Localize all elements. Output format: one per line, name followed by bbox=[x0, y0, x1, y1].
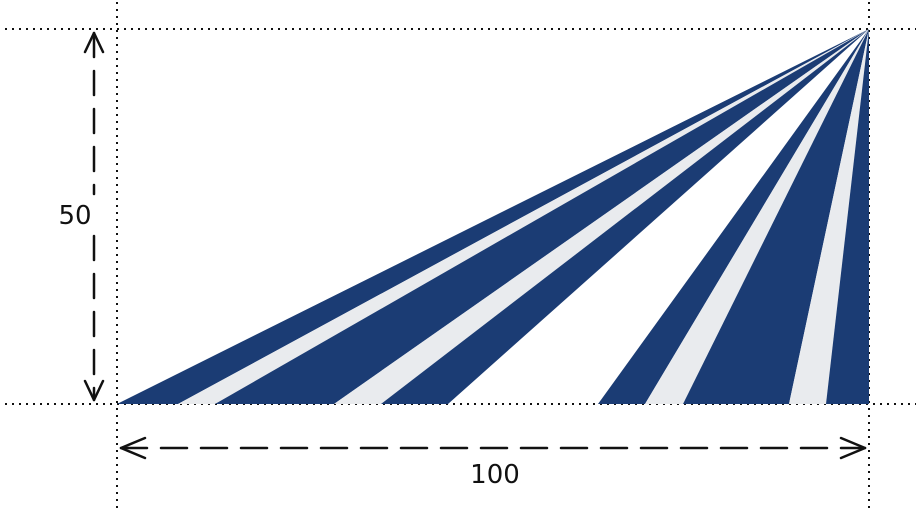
stripe-light-1 bbox=[178, 29, 869, 404]
stripe-dark-6 bbox=[826, 29, 869, 404]
right-arrow-icon bbox=[839, 436, 867, 460]
stripe-dark-5 bbox=[683, 29, 869, 404]
up-arrow-icon bbox=[83, 31, 105, 54]
stripe-light-4 bbox=[789, 29, 869, 404]
stripe-light-3 bbox=[645, 29, 869, 404]
stripe-light-2 bbox=[334, 29, 869, 404]
left-arrow-icon bbox=[119, 436, 147, 460]
stripe-dark-2 bbox=[215, 29, 869, 404]
down-arrow-icon bbox=[83, 379, 105, 402]
width-dimension bbox=[119, 436, 867, 460]
stripe-dark-1 bbox=[117, 29, 869, 404]
stripe-dark-4 bbox=[598, 29, 869, 404]
stripe-dark-3 bbox=[381, 29, 869, 404]
height-dimension bbox=[83, 31, 105, 402]
width-label: 100 bbox=[470, 460, 520, 490]
height-label: 50 bbox=[58, 201, 91, 231]
fan-stripes bbox=[117, 29, 869, 404]
